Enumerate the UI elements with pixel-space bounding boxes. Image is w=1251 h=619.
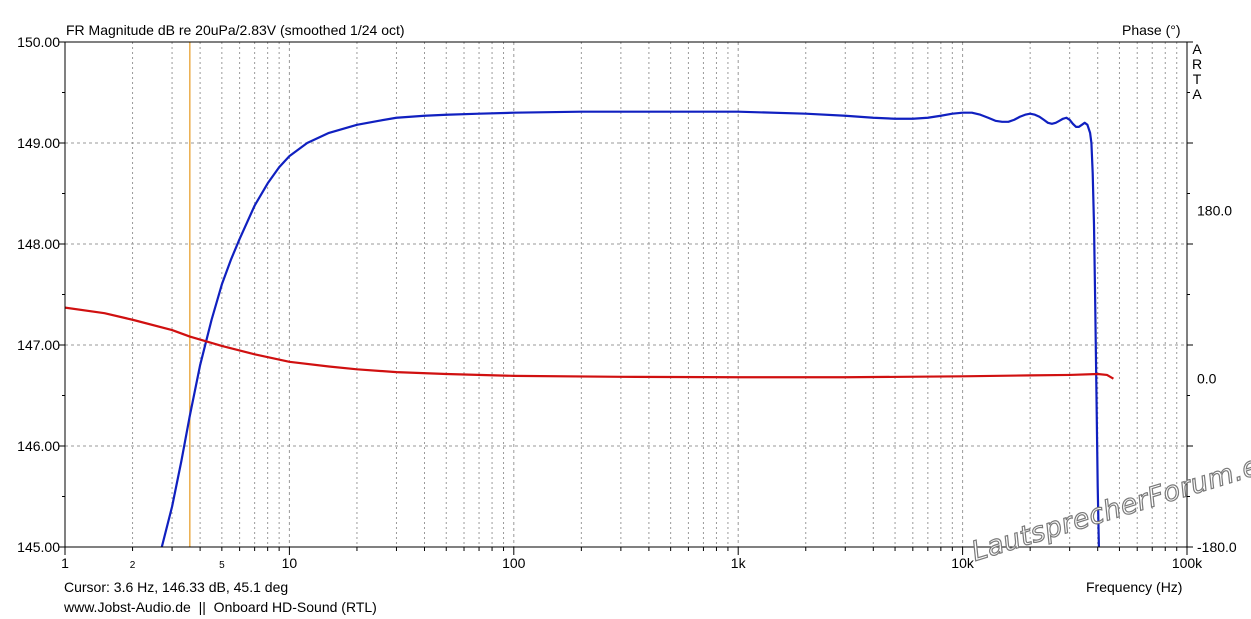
x-tick-label: 10k	[951, 555, 975, 571]
y-tick-label: 147.00	[17, 337, 60, 353]
arta-letter: A	[1192, 86, 1202, 102]
phase-line	[65, 306, 1114, 380]
series-layer	[65, 110, 1114, 547]
y-tick-label: 148.00	[17, 236, 60, 252]
y-tick-label: 149.00	[17, 135, 60, 151]
y2-tick-label: 180.0	[1197, 202, 1232, 218]
x-minor-tick-label: 2	[130, 560, 136, 571]
y2-tick-label: -180.0	[1197, 539, 1237, 555]
cursor-readout: Cursor: 3.6 Hz, 146.33 dB, 45.1 deg	[64, 579, 289, 595]
ticks: 150.00 149.00 148.00 147.00 146.00 145.00 180.…	[17, 34, 1237, 571]
x-axis-label: Frequency (Hz)	[1086, 579, 1183, 595]
y-tick-label: 145.00	[17, 539, 60, 555]
arta-letter: A	[1192, 41, 1202, 57]
x-tick-label: 10	[282, 555, 298, 571]
y2-tick-label: 0.0	[1197, 371, 1217, 387]
x-tick-label: 1k	[731, 555, 747, 571]
y-tick-label: 150.00	[17, 34, 60, 50]
chart-title: FR Magnitude dB re 20uPa/2.83V (smoothed…	[66, 22, 405, 38]
arta-letter: R	[1191, 56, 1203, 72]
magnitude-line	[160, 110, 1101, 547]
y-tick-label: 146.00	[17, 438, 60, 454]
grid	[65, 42, 1187, 547]
x-minor-tick-label: 5	[219, 560, 225, 571]
footer-source: www.Jobst-Audio.de || Onboard HD-Sound (…	[64, 599, 377, 615]
x-tick-label: 100k	[1172, 555, 1203, 571]
x-tick-label: 1	[61, 555, 69, 571]
right-axis-label: Phase (°)	[1122, 22, 1181, 38]
arta-letter: T	[1192, 71, 1202, 87]
x-tick-label: 100	[502, 555, 526, 571]
